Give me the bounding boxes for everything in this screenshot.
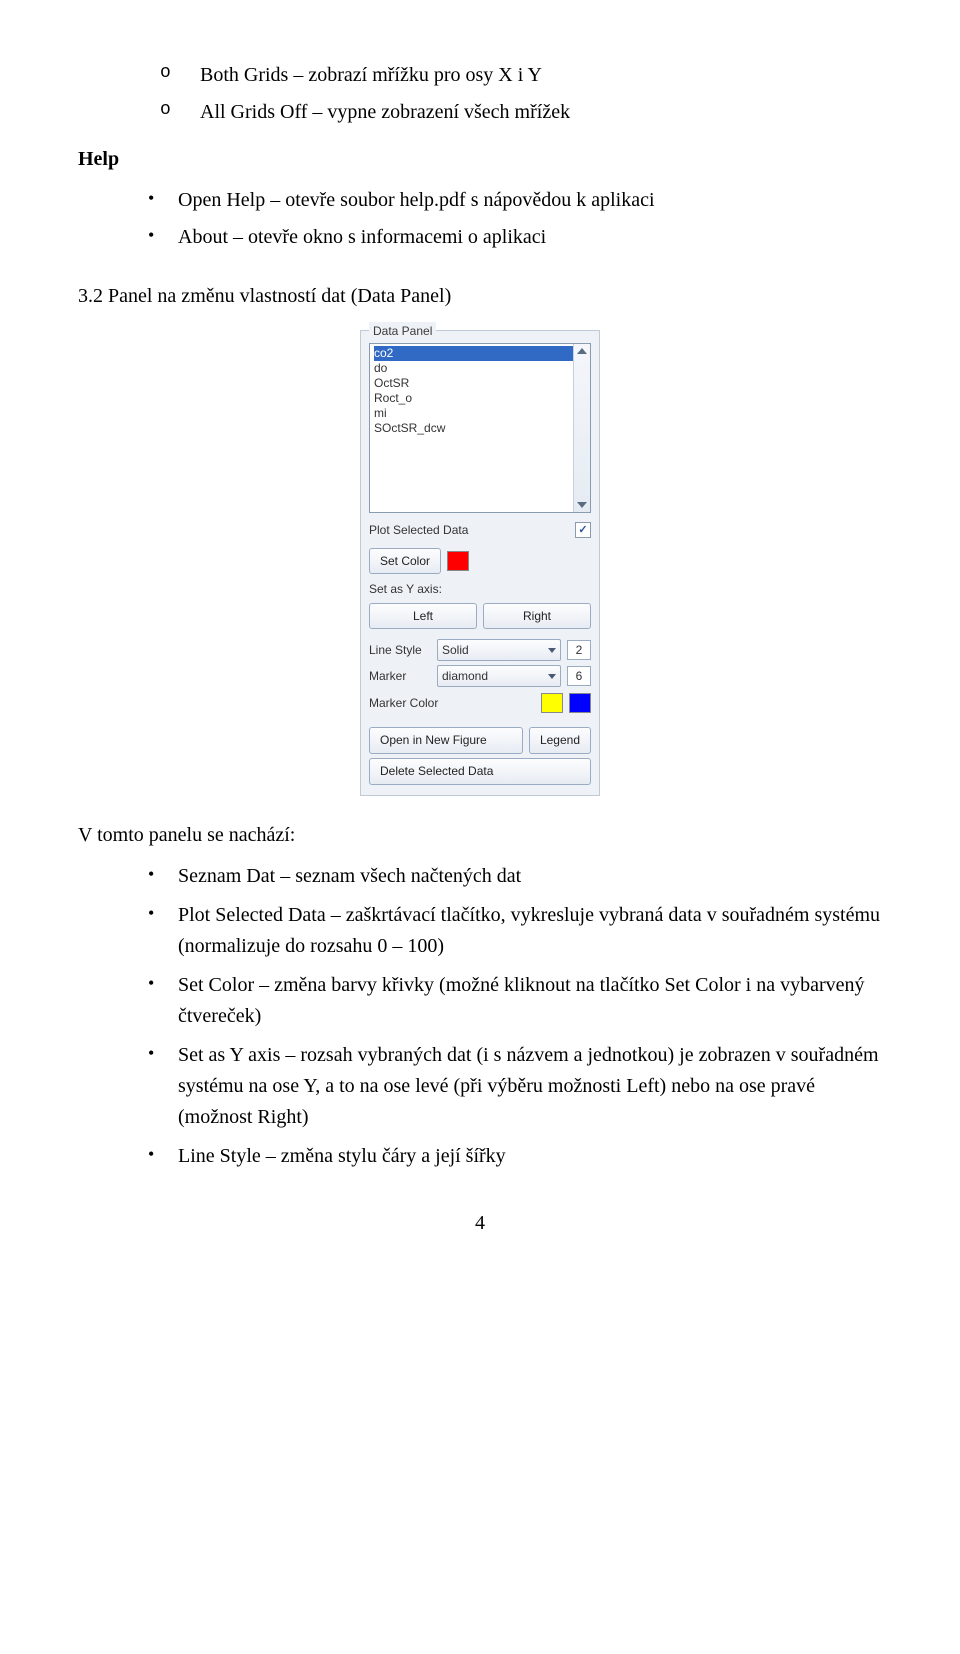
- top-sublist: o Both Grids – zobrazí mřížku pro osy X …: [160, 60, 882, 128]
- bullet-marker: •: [148, 222, 178, 253]
- list-marker-o: o: [160, 60, 200, 91]
- set-color-swatch[interactable]: [447, 551, 469, 571]
- left-button[interactable]: Left: [369, 603, 477, 630]
- chevron-down-icon: [548, 674, 556, 679]
- plot-selected-label: Plot Selected Data: [369, 521, 468, 540]
- list-item[interactable]: co2: [374, 346, 586, 361]
- bullet-marker: •: [148, 900, 178, 962]
- body-intro: V tomto panelu se nachází:: [78, 820, 882, 851]
- list-item[interactable]: OctSR: [374, 376, 586, 391]
- marker-color-label: Marker Color: [369, 694, 438, 713]
- list-item[interactable]: mi: [374, 406, 586, 421]
- sublist-item: All Grids Off – vypne zobrazení všech mř…: [200, 97, 570, 128]
- marker-color-swatch-1[interactable]: [541, 693, 563, 713]
- help-bullet: About – otevře okno s informacemi o apli…: [178, 222, 546, 253]
- list-marker-o: o: [160, 97, 200, 128]
- body-bullet: Set as Y axis – rozsah vybraných dat (i …: [178, 1040, 882, 1133]
- marker-label: Marker: [369, 667, 431, 686]
- body-bullet: Seznam Dat – seznam všech načtených dat: [178, 861, 882, 892]
- legend-button[interactable]: Legend: [529, 727, 591, 754]
- scrollbar[interactable]: [573, 344, 590, 512]
- scroll-up-icon[interactable]: [577, 348, 587, 354]
- bullet-marker: •: [148, 861, 178, 892]
- line-style-value: Solid: [442, 641, 469, 660]
- help-bullet-list: • Open Help – otevře soubor help.pdf s n…: [148, 185, 882, 253]
- body-bullet: Line Style – změna stylu čáry a její šíř…: [178, 1141, 882, 1172]
- right-button[interactable]: Right: [483, 603, 591, 630]
- plot-selected-checkbox[interactable]: ✓: [575, 522, 591, 538]
- open-new-figure-button[interactable]: Open in New Figure: [369, 727, 523, 754]
- set-as-y-axis-label: Set as Y axis:: [369, 580, 442, 599]
- data-panel-screenshot: Data Panel co2 do OctSR Roct_o mi SOctSR…: [360, 330, 600, 796]
- line-width-box[interactable]: 2: [567, 640, 591, 660]
- scroll-down-icon[interactable]: [577, 502, 587, 508]
- list-item[interactable]: Roct_o: [374, 391, 586, 406]
- section-heading: 3.2 Panel na změnu vlastností dat (Data …: [78, 281, 882, 312]
- line-style-label: Line Style: [369, 641, 431, 660]
- help-bullet: Open Help – otevře soubor help.pdf s náp…: [178, 185, 655, 216]
- delete-selected-button[interactable]: Delete Selected Data: [369, 758, 591, 785]
- panel-title: Data Panel: [369, 322, 436, 341]
- bullet-marker: •: [148, 1040, 178, 1133]
- sublist-item: Both Grids – zobrazí mřížku pro osy X i …: [200, 60, 542, 91]
- body-bullet: Plot Selected Data – zaškrtávací tlačítk…: [178, 900, 882, 962]
- help-heading: Help: [78, 144, 882, 175]
- data-listbox[interactable]: co2 do OctSR Roct_o mi SOctSR_dcw: [369, 343, 591, 513]
- chevron-down-icon: [548, 648, 556, 653]
- marker-color-swatch-2[interactable]: [569, 693, 591, 713]
- list-item[interactable]: do: [374, 361, 586, 376]
- bullet-marker: •: [148, 185, 178, 216]
- page-number: 4: [78, 1208, 882, 1239]
- set-color-button[interactable]: Set Color: [369, 548, 441, 575]
- marker-size-box[interactable]: 6: [567, 666, 591, 686]
- marker-value: diamond: [442, 667, 488, 686]
- marker-combo[interactable]: diamond: [437, 665, 561, 687]
- list-item[interactable]: SOctSR_dcw: [374, 421, 586, 436]
- bullet-marker: •: [148, 1141, 178, 1172]
- body-bullet-list: •Seznam Dat – seznam všech načtených dat…: [148, 861, 882, 1172]
- line-style-combo[interactable]: Solid: [437, 639, 561, 661]
- bullet-marker: •: [148, 970, 178, 1032]
- body-bullet: Set Color – změna barvy křivky (možné kl…: [178, 970, 882, 1032]
